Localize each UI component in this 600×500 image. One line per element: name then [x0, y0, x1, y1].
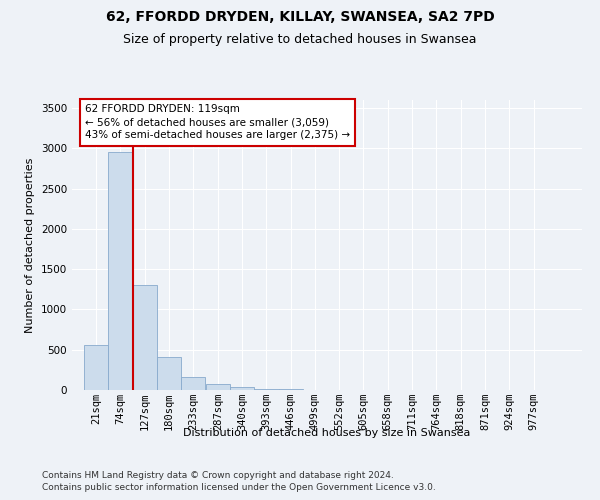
Y-axis label: Number of detached properties: Number of detached properties — [25, 158, 35, 332]
Text: Contains public sector information licensed under the Open Government Licence v3: Contains public sector information licen… — [42, 484, 436, 492]
Text: Contains HM Land Registry data © Crown copyright and database right 2024.: Contains HM Land Registry data © Crown c… — [42, 471, 394, 480]
Bar — [230, 387, 254, 390]
Text: Size of property relative to detached houses in Swansea: Size of property relative to detached ho… — [123, 32, 477, 46]
Bar — [206, 384, 230, 390]
Bar — [254, 388, 278, 390]
Bar — [84, 345, 109, 390]
Bar — [157, 356, 181, 390]
Bar — [109, 152, 133, 390]
Text: 62, FFORDD DRYDEN, KILLAY, SWANSEA, SA2 7PD: 62, FFORDD DRYDEN, KILLAY, SWANSEA, SA2 … — [106, 10, 494, 24]
Text: 62 FFORDD DRYDEN: 119sqm
← 56% of detached houses are smaller (3,059)
43% of sem: 62 FFORDD DRYDEN: 119sqm ← 56% of detach… — [85, 104, 350, 141]
Bar — [133, 286, 157, 390]
Bar — [181, 377, 205, 390]
Text: Distribution of detached houses by size in Swansea: Distribution of detached houses by size … — [184, 428, 470, 438]
